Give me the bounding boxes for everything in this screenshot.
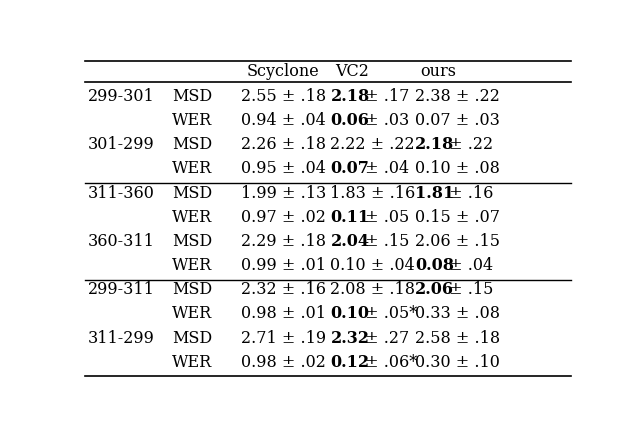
Text: WER: WER <box>172 354 212 371</box>
Text: 2.55 ± .18: 2.55 ± .18 <box>241 88 326 105</box>
Text: 2.29 ± .18: 2.29 ± .18 <box>241 233 326 250</box>
Text: 2.71 ± .19: 2.71 ± .19 <box>241 330 326 347</box>
Text: 2.58 ± .18: 2.58 ± .18 <box>415 330 500 347</box>
Text: 2.06: 2.06 <box>415 281 454 298</box>
Text: 2.04: 2.04 <box>330 233 369 250</box>
Text: 2.22 ± .22: 2.22 ± .22 <box>330 136 415 153</box>
Text: VC2: VC2 <box>335 63 369 80</box>
Text: ± .06*: ± .06* <box>360 354 417 371</box>
Text: 0.08: 0.08 <box>415 257 454 274</box>
Text: 2.08 ± .18: 2.08 ± .18 <box>330 281 415 298</box>
Text: 311-360: 311-360 <box>88 184 154 201</box>
Text: 0.06: 0.06 <box>330 112 369 129</box>
Text: ± .03: ± .03 <box>360 112 409 129</box>
Text: ± .04: ± .04 <box>444 257 493 274</box>
Text: 0.10: 0.10 <box>330 305 369 322</box>
Text: WER: WER <box>172 257 212 274</box>
Text: 0.97 ± .02: 0.97 ± .02 <box>241 209 326 226</box>
Text: MSD: MSD <box>172 233 212 250</box>
Text: ± .05*: ± .05* <box>360 305 417 322</box>
Text: 1.99 ± .13: 1.99 ± .13 <box>241 184 326 201</box>
Text: 0.94 ± .04: 0.94 ± .04 <box>241 112 326 129</box>
Text: 0.10 ± .04: 0.10 ± .04 <box>330 257 415 274</box>
Text: 301-299: 301-299 <box>88 136 154 153</box>
Text: 1.83 ± .16: 1.83 ± .16 <box>330 184 416 201</box>
Text: 2.38 ± .22: 2.38 ± .22 <box>415 88 500 105</box>
Text: MSD: MSD <box>172 330 212 347</box>
Text: 1.81: 1.81 <box>415 184 454 201</box>
Text: WER: WER <box>172 112 212 129</box>
Text: ± .15: ± .15 <box>444 281 493 298</box>
Text: 2.06 ± .15: 2.06 ± .15 <box>415 233 500 250</box>
Text: MSD: MSD <box>172 88 212 105</box>
Text: 0.11: 0.11 <box>330 209 370 226</box>
Text: WER: WER <box>172 160 212 177</box>
Text: WER: WER <box>172 305 212 322</box>
Text: ± .17: ± .17 <box>360 88 409 105</box>
Text: 2.32: 2.32 <box>330 330 369 347</box>
Text: MSD: MSD <box>172 281 212 298</box>
Text: 0.12: 0.12 <box>330 354 370 371</box>
Text: 360-311: 360-311 <box>88 233 154 250</box>
Text: ± .22: ± .22 <box>444 136 493 153</box>
Text: 0.33 ± .08: 0.33 ± .08 <box>415 305 500 322</box>
Text: ± .15: ± .15 <box>360 233 409 250</box>
Text: MSD: MSD <box>172 136 212 153</box>
Text: 0.07: 0.07 <box>330 160 369 177</box>
Text: 0.10 ± .08: 0.10 ± .08 <box>415 160 500 177</box>
Text: ± .04: ± .04 <box>360 160 409 177</box>
Text: MSD: MSD <box>172 184 212 201</box>
Text: 0.15 ± .07: 0.15 ± .07 <box>415 209 500 226</box>
Text: WER: WER <box>172 209 212 226</box>
Text: ± .27: ± .27 <box>360 330 409 347</box>
Text: 2.26 ± .18: 2.26 ± .18 <box>241 136 326 153</box>
Text: 299-301: 299-301 <box>88 88 154 105</box>
Text: ± .16: ± .16 <box>444 184 493 201</box>
Text: 299-311: 299-311 <box>88 281 154 298</box>
Text: 311-299: 311-299 <box>88 330 154 347</box>
Text: 0.98 ± .02: 0.98 ± .02 <box>241 354 326 371</box>
Text: ± .05: ± .05 <box>360 209 409 226</box>
Text: 0.95 ± .04: 0.95 ± .04 <box>241 160 326 177</box>
Text: Scyclone: Scyclone <box>246 63 319 80</box>
Text: 0.99 ± .01: 0.99 ± .01 <box>241 257 326 274</box>
Text: 0.30 ± .10: 0.30 ± .10 <box>415 354 500 371</box>
Text: 2.18: 2.18 <box>330 88 370 105</box>
Text: 2.18: 2.18 <box>415 136 454 153</box>
Text: 0.98 ± .01: 0.98 ± .01 <box>241 305 326 322</box>
Text: ours: ours <box>420 63 456 80</box>
Text: 2.32 ± .16: 2.32 ± .16 <box>241 281 326 298</box>
Text: 0.07 ± .03: 0.07 ± .03 <box>415 112 500 129</box>
